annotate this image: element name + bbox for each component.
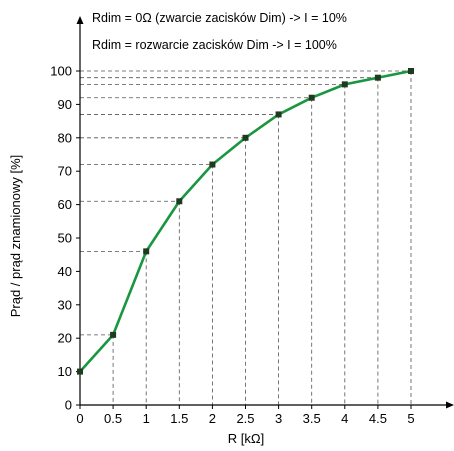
y-tick-label-9: 90 <box>58 97 72 112</box>
x-tick-label-7: 3.5 <box>303 411 321 426</box>
series <box>77 68 414 375</box>
x-tick-label-3: 1.5 <box>170 411 188 426</box>
x-tick-label-8: 4 <box>341 411 348 426</box>
data-point-2 <box>143 248 150 255</box>
x-tick-label-2: 1 <box>143 411 150 426</box>
data-point-0 <box>77 368 83 375</box>
y-tick-label-1: 10 <box>58 364 72 379</box>
data-point-6 <box>275 111 282 118</box>
y-tick-label-0: 0 <box>65 398 72 413</box>
labels: Rdim = 0Ω (zwarcie zacisków Dim) -> I = … <box>8 11 347 446</box>
x-tick-label-6: 3 <box>275 411 282 426</box>
series-line <box>79 69 412 373</box>
ticks: 0 0.5 1 1.5 2 2.5 3 3.5 4 4.5 50102030405060708090… <box>50 64 414 427</box>
x-axis-title: R [kΩ] <box>228 431 264 446</box>
axes <box>76 16 454 409</box>
data-point-3 <box>176 198 183 205</box>
data-point-8 <box>341 81 348 88</box>
annotation-1: Rdim = 0Ω (zwarcie zacisków Dim) -> I = … <box>92 11 347 25</box>
y-tick-label-2: 20 <box>58 331 72 346</box>
data-point-4 <box>209 161 216 168</box>
data-point-1 <box>110 331 117 338</box>
x-tick-label-4: 2 <box>209 411 216 426</box>
y-axis-title: Prąd / prąd znamionowy [%] <box>8 155 23 318</box>
x-tick-label-9: 4.5 <box>369 411 387 426</box>
x-tick-label-0: 0 <box>76 411 83 426</box>
x-tick-label-5: 2.5 <box>236 411 254 426</box>
y-tick-label-6: 60 <box>58 197 72 212</box>
data-point-10 <box>408 68 414 74</box>
data-point-5 <box>242 134 249 141</box>
y-tick-label-10: 100 <box>50 64 72 79</box>
y-tick-label-5: 50 <box>58 231 72 246</box>
data-point-7 <box>308 94 315 101</box>
y-tick-label-7: 70 <box>58 164 72 179</box>
x-tick-label-10: 5 <box>407 411 414 426</box>
x-axis-arrow <box>446 401 454 409</box>
y-tick-label-4: 40 <box>58 264 72 279</box>
annotation-2: Rdim = rozwarcie zacisków Dim -> I = 100… <box>92 38 337 52</box>
y-tick-label-3: 30 <box>58 297 72 312</box>
guide-lines <box>79 70 412 405</box>
x-tick-label-1: 0.5 <box>104 411 122 426</box>
data-point-9 <box>374 74 381 81</box>
y-axis-arrow <box>76 16 84 24</box>
y-tick-label-8: 80 <box>58 130 72 145</box>
